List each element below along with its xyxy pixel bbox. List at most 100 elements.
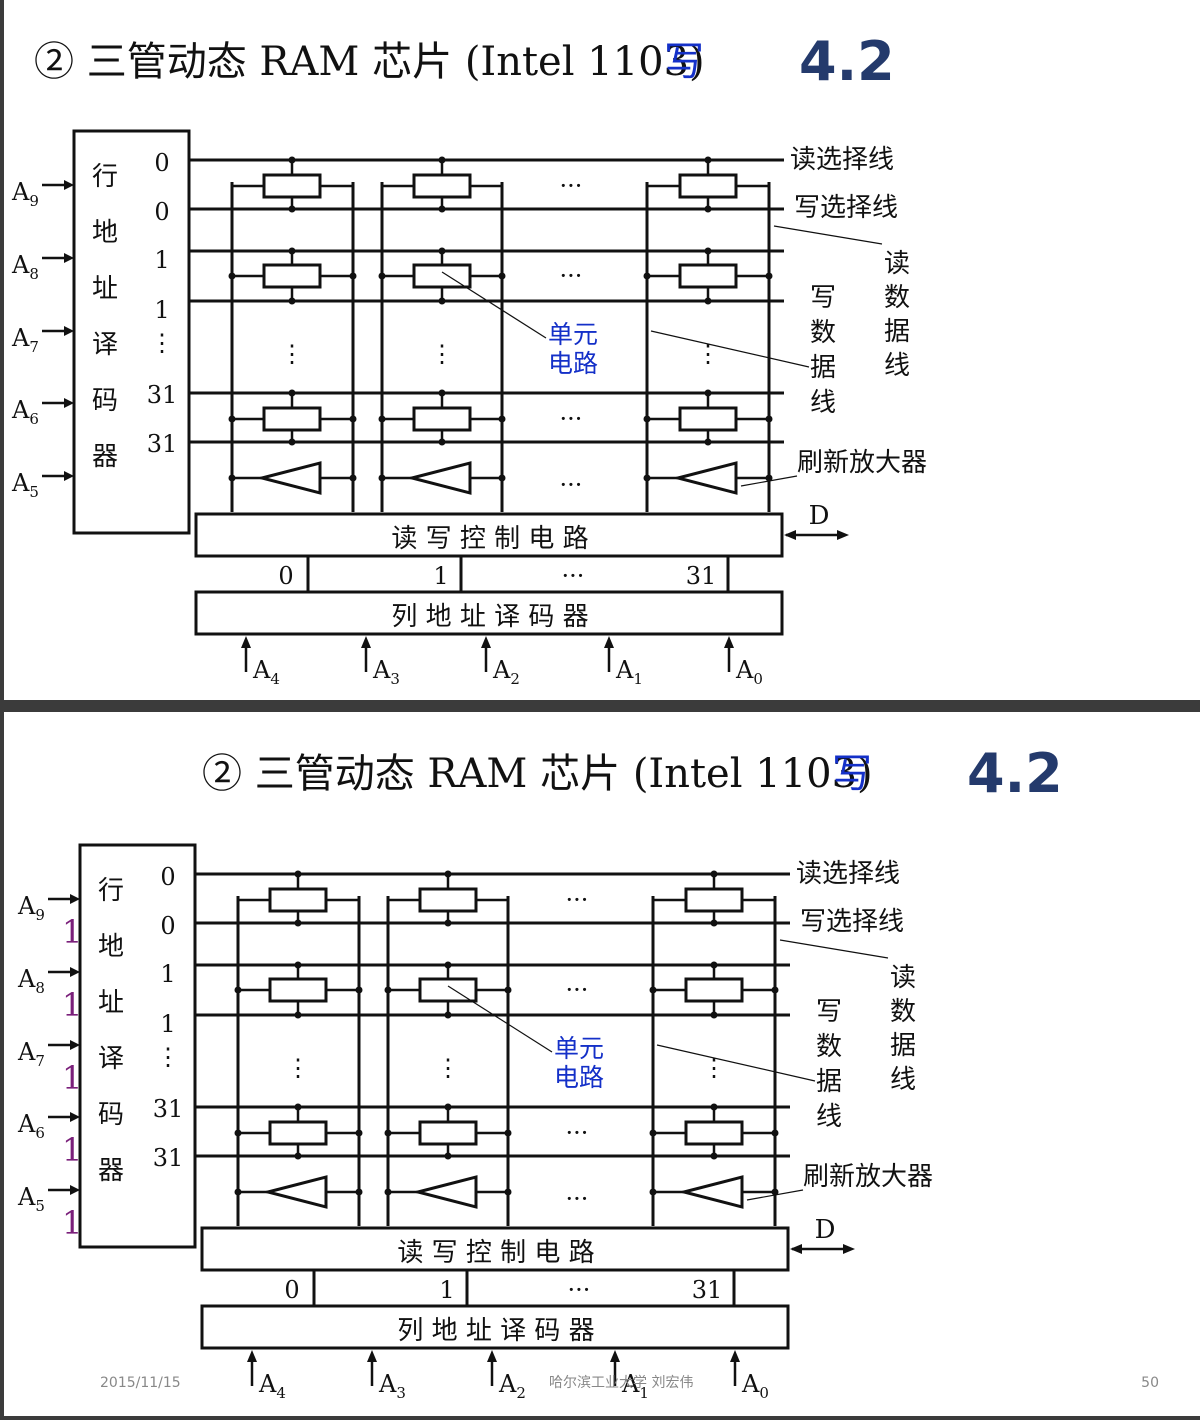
row-decoder-output-label: 31 bbox=[147, 381, 178, 409]
write-data-label-char: 据 bbox=[810, 353, 836, 383]
junction-dot bbox=[704, 438, 712, 446]
junction-dot bbox=[710, 1152, 718, 1160]
row-address-value: 1 bbox=[62, 913, 82, 951]
row-decoder-output-label: ⋮ bbox=[150, 329, 174, 357]
junction-dot bbox=[771, 986, 779, 994]
junction-dot bbox=[765, 272, 773, 280]
junction-dot bbox=[643, 415, 651, 423]
junction-dot bbox=[504, 986, 512, 994]
column-vdots: ⋮ bbox=[702, 1054, 726, 1082]
row-address-label: A6 bbox=[17, 1110, 45, 1142]
column-select-label: 0 bbox=[284, 1276, 299, 1304]
write-data-label-char: 线 bbox=[810, 388, 836, 418]
junction-dot bbox=[355, 1188, 363, 1196]
junction-dot bbox=[498, 474, 506, 482]
storage-cell bbox=[262, 173, 322, 199]
junction-dot bbox=[444, 961, 452, 969]
junction-dot bbox=[444, 919, 452, 927]
row-decoder-output-label: 0 bbox=[154, 198, 169, 226]
leader-line bbox=[447, 985, 553, 1053]
write-data-label-char: 写 bbox=[810, 283, 836, 313]
arrow-head bbox=[241, 636, 251, 648]
junction-dot bbox=[710, 1103, 718, 1111]
junction-dot bbox=[294, 919, 302, 927]
storage-cell bbox=[268, 887, 328, 913]
write-select-label: 写选择线 bbox=[800, 907, 904, 937]
version-badge: 4.2 bbox=[967, 742, 1063, 805]
arrow-head bbox=[64, 326, 74, 336]
column-decoder-label: 列 地 址 译 码 器 bbox=[397, 1316, 594, 1346]
data-pin-label: D bbox=[815, 1215, 836, 1245]
column-select-label: 0 bbox=[278, 562, 293, 590]
slide-2: 行地址译码器 0 0 1 1 ⋮ 31 31 A9 1 A8 1 A7 1 A6 1 A5 1 ⋮ ⋮ ⋮ ··· ··· ·… bbox=[4, 712, 1200, 1416]
row-address-label: A8 bbox=[11, 251, 39, 283]
column-decoder-label: 列 地 址 译 码 器 bbox=[391, 602, 588, 632]
arrow-head bbox=[784, 530, 796, 540]
row-decoder-label-char: 器 bbox=[98, 1156, 124, 1186]
column-vdots: ⋮ bbox=[430, 340, 454, 368]
arrow-head bbox=[70, 967, 80, 977]
storage-cell bbox=[678, 263, 738, 289]
junction-dot bbox=[294, 1152, 302, 1160]
row-decoder-output-label: 31 bbox=[147, 430, 178, 458]
row-decoder-label-char: 译 bbox=[98, 1044, 124, 1074]
footer-date: 2015/11/15 bbox=[100, 1375, 181, 1391]
row-address-value: 1 bbox=[62, 986, 82, 1024]
junction-dot bbox=[384, 1188, 392, 1196]
column-address-label: A1 bbox=[615, 656, 643, 688]
junction-dot bbox=[288, 389, 296, 397]
junction-dot bbox=[288, 247, 296, 255]
row-address-label: A8 bbox=[17, 965, 45, 997]
column-decoder-box bbox=[194, 590, 784, 636]
column-ellipsis: ··· bbox=[566, 886, 589, 914]
arrow-head bbox=[604, 636, 614, 648]
junction-dot bbox=[288, 297, 296, 305]
refresh-amplifier bbox=[262, 1175, 328, 1209]
row-decoder-label-char: 行 bbox=[98, 876, 124, 906]
junction-dot bbox=[234, 1188, 242, 1196]
cell-label: 单元 bbox=[548, 320, 598, 349]
arrow-head bbox=[487, 1350, 497, 1362]
column-select-label: ··· bbox=[562, 562, 585, 590]
junction-dot bbox=[444, 870, 452, 878]
refresh-amp-label: 刷新放大器 bbox=[797, 448, 927, 478]
junction-dot bbox=[710, 870, 718, 878]
leader-line bbox=[773, 225, 883, 245]
row-address-label: A5 bbox=[11, 469, 39, 501]
arrow-head bbox=[730, 1350, 740, 1362]
column-ellipsis: ··· bbox=[560, 172, 583, 200]
read-data-label-char: 数 bbox=[884, 283, 910, 313]
row-decoder-output-label: 0 bbox=[160, 863, 175, 891]
arrow-head bbox=[70, 1185, 80, 1195]
storage-cell bbox=[262, 406, 322, 432]
row-decoder-label-char: 行 bbox=[92, 162, 118, 192]
junction-dot bbox=[765, 474, 773, 482]
arrow-head bbox=[70, 1040, 80, 1050]
rw-control-label: 读 写 控 制 电 路 bbox=[397, 1238, 594, 1268]
junction-dot bbox=[444, 1152, 452, 1160]
cell-label: 电路 bbox=[548, 349, 598, 378]
junction-dot bbox=[444, 1103, 452, 1111]
arrow-head bbox=[361, 636, 371, 648]
column-address-label: A4 bbox=[252, 656, 280, 688]
title-highlight: 写 bbox=[664, 39, 704, 85]
storage-cell bbox=[418, 1120, 478, 1146]
column-select-label: ··· bbox=[568, 1276, 591, 1304]
junction-dot bbox=[294, 870, 302, 878]
title-text: ② 三管动态 RAM 芯片 (Intel 1103) bbox=[34, 39, 705, 85]
junction-dot bbox=[228, 272, 236, 280]
storage-cell bbox=[412, 173, 472, 199]
junction-dot bbox=[438, 438, 446, 446]
storage-cell bbox=[268, 1120, 328, 1146]
arrow-head bbox=[481, 636, 491, 648]
storage-cell bbox=[412, 406, 472, 432]
row-decoder-output-label: 1 bbox=[154, 246, 169, 274]
row-address-label: A5 bbox=[17, 1183, 45, 1215]
refresh-amplifier bbox=[406, 461, 472, 495]
read-data-label-char: 据 bbox=[890, 1031, 916, 1061]
junction-dot bbox=[378, 272, 386, 280]
row-decoder-output-label: 31 bbox=[153, 1095, 184, 1123]
row-decoder-label-char: 器 bbox=[92, 442, 118, 472]
arrow-head bbox=[64, 471, 74, 481]
